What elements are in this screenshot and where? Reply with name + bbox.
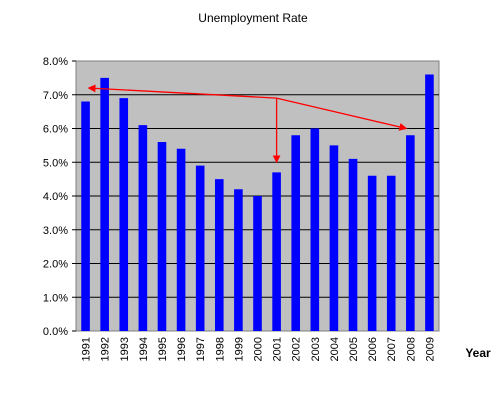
annotation-arrows: [87, 84, 408, 164]
bar-2001: [272, 172, 281, 331]
x-axis-label: Year: [465, 346, 491, 360]
bar-1996: [176, 148, 186, 331]
bar-2002: [291, 135, 301, 331]
y-tick-label: 6.0%: [43, 124, 68, 136]
bar-2005: [348, 158, 358, 331]
bars: [81, 74, 434, 331]
x-tick-label: 1996: [176, 337, 188, 361]
y-tick-label: 5.0%: [43, 157, 68, 169]
x-axis-ticks: 1991 1992 1993 1994 1995 1996 1997 1998 1999 2000…: [81, 337, 437, 361]
y-tick-label: 1.0%: [43, 292, 68, 304]
chart-title: Unemployment Rate: [198, 11, 308, 25]
y-tick-label: 4.0%: [43, 191, 68, 203]
x-tick-label: 2006: [367, 337, 379, 361]
x-tick-label: 2003: [310, 337, 322, 361]
x-tick-label: 2005: [348, 337, 360, 361]
bar-1998: [214, 179, 224, 331]
x-tick-label: 1998: [214, 337, 226, 361]
x-tick-label: 1991: [81, 337, 93, 361]
y-tick-label: 8.0%: [43, 56, 68, 68]
x-tick-label: 1992: [100, 337, 112, 361]
bar-2003: [310, 128, 320, 331]
x-tick-label: 1993: [119, 337, 131, 361]
bar-1992: [100, 77, 109, 331]
bar-2000: [253, 196, 262, 331]
bar-1995: [157, 142, 167, 331]
x-tick-label: 2008: [405, 337, 417, 361]
bar-2004: [329, 145, 339, 331]
x-tick-label: 2000: [253, 337, 265, 361]
y-tick-label: 0.0%: [43, 326, 68, 338]
gridlines: [76, 94, 439, 298]
annotation-arrow: [276, 97, 408, 131]
y-axis-ticks: 0.0% 1.0% 2.0% 3.0% 4.0% 5.0% 6.0% 7.0% 8.0%: [43, 56, 76, 338]
bar-2008: [406, 135, 415, 331]
x-tick-label: 2009: [424, 337, 436, 361]
bar-2006: [367, 175, 377, 331]
x-tick-label: 1997: [195, 337, 207, 361]
y-tick-label: 2.0%: [43, 259, 68, 271]
y-tick-label: 3.0%: [43, 225, 68, 237]
x-tick-label: 1994: [138, 337, 150, 361]
bar-2009: [425, 74, 434, 331]
bar-1993: [119, 98, 129, 331]
bar-1997: [195, 165, 205, 331]
x-tick-label: 2001: [272, 337, 284, 361]
y-tick-label: 7.0%: [43, 90, 68, 102]
bar-1991: [81, 101, 90, 331]
x-tick-label: 1995: [157, 337, 169, 361]
x-tick-label: 2002: [291, 337, 303, 361]
x-tick-label: 1999: [233, 337, 245, 361]
bar-1994: [138, 125, 148, 331]
x-tick-label: 2007: [386, 337, 398, 361]
bar-1999: [234, 189, 243, 331]
x-tick-label: 2004: [329, 337, 341, 361]
bar-2007: [386, 175, 396, 331]
annotation-arrow: [87, 84, 277, 99]
